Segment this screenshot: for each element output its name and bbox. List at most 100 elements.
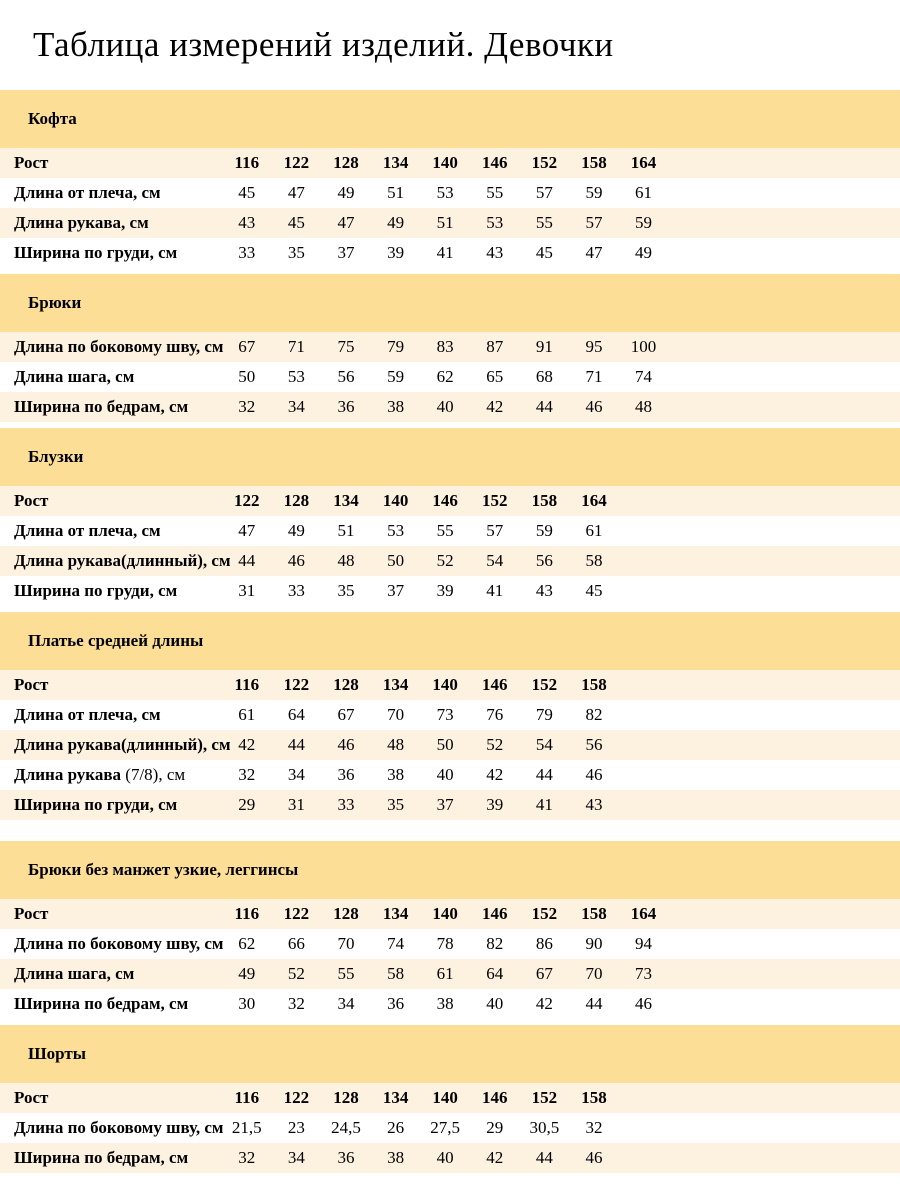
- cell-value: 46: [635, 994, 653, 1013]
- cell-value: 61: [238, 705, 256, 724]
- table-row: Рост 122 128 134 140 146 152 158 164: [0, 486, 900, 516]
- cell-value: 58: [585, 551, 603, 570]
- cell-value: 49: [287, 521, 305, 540]
- row-label-main: Рост: [14, 153, 49, 172]
- row-label: Ширина по груди, см: [0, 795, 222, 815]
- cell-value: 152: [531, 675, 558, 694]
- cell-value: 59: [535, 521, 553, 540]
- cell-value: 53: [436, 183, 454, 202]
- table-row: Длина шага, см 49 52 55 58 61 64 67 70 73: [0, 959, 900, 989]
- row-label: Длина шага, см: [0, 964, 222, 984]
- cell-value: 140: [432, 675, 458, 694]
- section-header-band: Платье средней длины: [0, 612, 900, 670]
- cell-value: 128: [333, 675, 359, 694]
- row-label: Ширина по груди, см: [0, 243, 222, 263]
- cell-value: 146: [432, 491, 458, 510]
- cell-value: 146: [482, 1088, 508, 1107]
- cell-value: 39: [387, 243, 405, 262]
- cell-value: 34: [337, 994, 355, 1013]
- cell-value: 57: [486, 521, 504, 540]
- cell-value: 37: [436, 795, 454, 814]
- cell-value: 57: [535, 183, 553, 202]
- cell-value: 48: [387, 735, 405, 754]
- cell-value: 164: [630, 904, 657, 923]
- table-row: Рост 116 122 128 134 140 146 152 158 164: [0, 148, 900, 178]
- row-label: Рост: [0, 675, 222, 695]
- cell-value: 44: [535, 1148, 553, 1167]
- cell-value: 50: [387, 551, 405, 570]
- section-title: Кофта: [28, 109, 77, 128]
- cell-value: 41: [535, 795, 553, 814]
- cell-value: 32: [238, 397, 256, 416]
- cell-value: 70: [387, 705, 405, 724]
- cell-value: 38: [387, 1148, 405, 1167]
- cell-value: 29: [238, 795, 256, 814]
- cell-value: 116: [234, 675, 260, 694]
- cell-value: 70: [585, 964, 603, 983]
- row-label-main: Длина шага, см: [14, 964, 135, 983]
- section-rows: Рост 116 122 128 134 140 146 152 158 Длина от п…: [0, 670, 900, 820]
- table-row: Ширина по бедрам, см 30 32 34 36 38 40 42 44 46: [0, 989, 900, 1019]
- cell-value: 43: [535, 581, 553, 600]
- cell-value: 43: [585, 795, 603, 814]
- row-label-main: Ширина по груди, см: [14, 581, 178, 600]
- cell-value: 34: [287, 765, 305, 784]
- row-label: Ширина по бедрам, см: [0, 1148, 222, 1168]
- cell-value: 35: [387, 795, 405, 814]
- cell-value: 76: [486, 705, 504, 724]
- cell-value: 46: [287, 551, 305, 570]
- row-label-main: Длина от плеча, см: [14, 183, 161, 202]
- cell-value: 32: [238, 1148, 256, 1167]
- cell-value: 56: [535, 551, 553, 570]
- cell-value: 134: [382, 1088, 409, 1107]
- cell-value: 49: [238, 964, 256, 983]
- cell-value: 44: [535, 765, 553, 784]
- row-label: Длина рукава, см: [0, 213, 222, 233]
- cell-value: 37: [337, 243, 355, 262]
- row-label-main: Ширина по бедрам, см: [14, 397, 189, 416]
- cell-value: 158: [581, 153, 607, 172]
- cell-value: 44: [238, 551, 256, 570]
- cell-value: 122: [283, 904, 310, 923]
- cell-value: 55: [337, 964, 355, 983]
- row-label-suffix: (7/8), см: [121, 765, 186, 784]
- cell-value: 75: [337, 337, 355, 356]
- table-row: Длина от плеча, см 47 49 51 53 55 57 59 61: [0, 516, 900, 546]
- cell-value: 82: [585, 705, 603, 724]
- cell-value: 42: [486, 397, 504, 416]
- cell-value: 54: [535, 735, 553, 754]
- section-header-band: Шорты: [0, 1025, 900, 1083]
- cell-value: 140: [432, 904, 458, 923]
- cell-value: 42: [486, 765, 504, 784]
- row-label: Рост: [0, 491, 222, 511]
- cell-value: 79: [387, 337, 405, 356]
- cell-value: 33: [238, 243, 256, 262]
- cell-value: 37: [387, 581, 405, 600]
- cell-value: 43: [238, 213, 256, 232]
- cell-value: 122: [234, 491, 260, 510]
- cell-value: 158: [581, 904, 607, 923]
- row-label-main: Ширина по бедрам, см: [14, 994, 189, 1013]
- section-rows: Рост 116 122 128 134 140 146 152 158 164 Длина о…: [0, 148, 900, 268]
- cell-value: 146: [482, 153, 508, 172]
- cell-value: 74: [387, 934, 405, 953]
- cell-value: 134: [382, 675, 409, 694]
- cell-value: 128: [283, 491, 310, 510]
- cell-value: 128: [333, 904, 359, 923]
- section-title: Шорты: [28, 1044, 87, 1063]
- row-label-main: Ширина по груди, см: [14, 795, 178, 814]
- row-label: Длина от плеча, см: [0, 705, 222, 725]
- cell-value: 30,5: [529, 1118, 560, 1137]
- cell-value: 164: [581, 491, 607, 510]
- cell-value: 79: [535, 705, 553, 724]
- cell-value: 36: [337, 1148, 355, 1167]
- cell-value: 116: [234, 153, 260, 172]
- cell-value: 82: [486, 934, 504, 953]
- cell-value: 158: [531, 491, 558, 510]
- section-rows: Рост 122 128 134 140 146 152 158 164 Длина от п…: [0, 486, 900, 606]
- cell-value: 55: [486, 183, 504, 202]
- cell-value: 71: [585, 367, 603, 386]
- row-label: Длина шага, см: [0, 367, 222, 387]
- cell-value: 34: [287, 397, 305, 416]
- measurement-section: Кофта Рост 116 122 128 134 140 146 152 158 164 Д…: [0, 90, 900, 268]
